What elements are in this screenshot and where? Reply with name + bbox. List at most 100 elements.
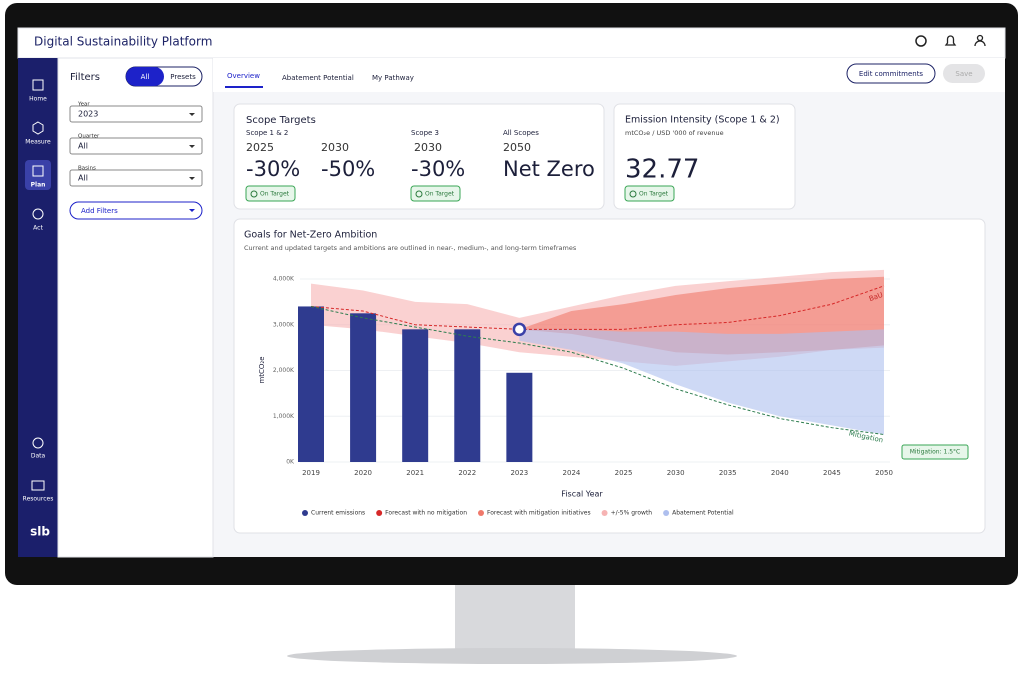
stand-base <box>287 648 737 664</box>
x-tick-label: 2050 <box>875 469 893 477</box>
caret <box>189 209 195 212</box>
button-label: Edit commitments <box>859 70 924 78</box>
plot: 0K 1,000K 2,000K 3,000K 4,000K 2019 2020 2021 20… <box>273 269 969 517</box>
scope-card <box>233 103 605 210</box>
target-value: Net Zero <box>503 157 595 181</box>
nav-item[interactable]: Measure <box>25 139 51 146</box>
status-icon <box>250 190 258 198</box>
legend-marker <box>663 510 670 516</box>
field-label: Quarter <box>78 134 100 140</box>
status-icon <box>415 190 423 198</box>
nav-icon <box>32 165 44 177</box>
notifications-icon[interactable] <box>944 35 957 46</box>
toggle-active[interactable] <box>126 67 164 86</box>
line <box>310 285 885 330</box>
legend-label: Forecast with no mitigation <box>385 510 467 517</box>
chart-subtitle: Current and updated targets and ambition… <box>244 244 577 252</box>
x-tick-label: 2030 <box>667 469 685 477</box>
tab[interactable]: Abatement Potential <box>282 74 354 82</box>
bar <box>298 306 324 462</box>
filters-title: Filters <box>70 72 100 83</box>
target-year: 2050 <box>503 141 531 154</box>
status-icon <box>629 190 637 198</box>
legend-label: +/-5% growth <box>611 510 653 517</box>
logo: slb <box>30 525 50 539</box>
toggle-option[interactable]: Presets <box>170 73 196 81</box>
nav-icon <box>32 121 44 135</box>
button-label: Save <box>955 70 972 78</box>
legend-marker <box>478 510 484 516</box>
x-tick-label: 2022 <box>458 469 476 477</box>
target-year: 2030 <box>414 141 442 154</box>
line <box>310 305 885 436</box>
y-tick-label: 3,000K <box>273 321 295 328</box>
app-header <box>17 27 1006 59</box>
profile-icon-body <box>974 40 986 47</box>
nav-item[interactable]: Data <box>31 453 46 460</box>
legend-marker <box>302 510 308 516</box>
add-filters-button[interactable] <box>69 201 203 220</box>
bar <box>350 313 377 462</box>
target-year: 2030 <box>321 141 349 154</box>
nav-item[interactable]: Resources <box>23 496 54 503</box>
settings-icon[interactable] <box>915 35 927 47</box>
y-tick-label: 2,000K <box>273 367 295 374</box>
legend-marker <box>601 510 608 516</box>
stand-neck <box>455 584 575 652</box>
legend-marker <box>376 510 383 516</box>
annotation: Mitigation: 1.5°C <box>910 449 961 456</box>
x-tick-label: 2020 <box>354 469 372 477</box>
legend-label: Abatement Potential <box>672 510 734 517</box>
y-tick-label: 0K <box>286 459 295 466</box>
status-text: On Target <box>639 191 669 198</box>
select[interactable] <box>69 105 203 123</box>
nav-item[interactable]: Home <box>29 96 47 103</box>
intensity-card <box>613 103 796 210</box>
unit: mtCO₂e / USD '000 of revenue <box>625 129 724 137</box>
x-tick-label: 2025 <box>615 469 633 477</box>
bar <box>454 329 481 462</box>
tab[interactable]: Overview <box>227 72 260 80</box>
tab[interactable]: My Pathway <box>372 74 414 82</box>
x-axis-label: Fiscal Year <box>561 490 603 499</box>
app-title: Digital Sustainability Platform <box>34 35 212 49</box>
card-title: Scope Targets <box>246 115 316 126</box>
field-value: All <box>78 142 88 151</box>
toggle-option[interactable]: All <box>141 73 150 81</box>
status-text: On Target <box>425 191 455 198</box>
field-label: Year <box>77 102 90 108</box>
select[interactable] <box>69 169 203 187</box>
edit-button[interactable] <box>846 63 936 84</box>
current-point <box>512 322 527 337</box>
y-axis-label: mtCO₂e <box>258 356 266 383</box>
status-badge <box>624 185 675 202</box>
tab-underline <box>225 86 263 88</box>
nav-icon <box>32 437 44 449</box>
status-badge <box>410 185 461 202</box>
nav-icon <box>31 480 45 491</box>
x-tick-label: 2021 <box>406 469 424 477</box>
x-tick-label: 2024 <box>563 469 581 477</box>
status-text: On Target <box>260 191 290 198</box>
x-tick-label: 2035 <box>719 469 737 477</box>
filter-fields: Year 2023 Quarter All Basins All <box>69 102 203 187</box>
scope-label: All Scopes <box>503 129 539 137</box>
caret <box>189 177 195 180</box>
y-tick-label: 1,000K <box>273 413 295 420</box>
intensity-value: 32.77 <box>625 155 699 185</box>
field-value: All <box>78 174 88 183</box>
legend-label: Forecast with mitigation initiatives <box>487 510 591 517</box>
scope-label: Scope 3 <box>411 129 439 137</box>
nav-active <box>25 160 51 190</box>
field-label: Basins <box>78 166 96 172</box>
nav-item[interactable]: Plan <box>31 182 46 189</box>
save-button[interactable] <box>943 64 985 83</box>
nav-item[interactable]: Act <box>33 225 43 232</box>
status-badge <box>245 185 296 202</box>
caret <box>189 113 195 116</box>
add-filters-label: Add Filters <box>81 207 118 215</box>
target-value: -30% <box>411 157 465 181</box>
select[interactable] <box>69 137 203 155</box>
